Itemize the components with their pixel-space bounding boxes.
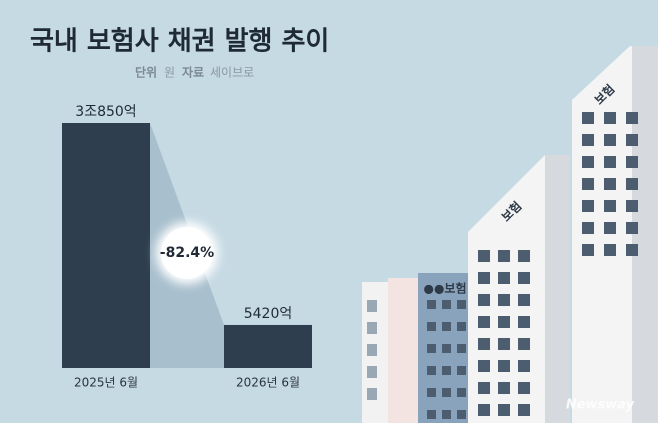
window [367, 366, 377, 378]
window [478, 316, 490, 328]
window [457, 300, 466, 309]
window [442, 410, 451, 419]
window [604, 200, 616, 212]
change-badge [161, 227, 213, 279]
window [478, 382, 490, 394]
window [518, 272, 530, 284]
window [442, 366, 451, 375]
window [427, 300, 436, 309]
building [388, 278, 423, 423]
window [442, 388, 451, 397]
chart-title: 국내 보험사 채권 발행 추이 [30, 27, 329, 57]
window [427, 410, 436, 419]
window [582, 112, 594, 124]
window [518, 382, 530, 394]
window [626, 200, 638, 212]
window [604, 134, 616, 146]
window [442, 322, 451, 331]
window [604, 222, 616, 234]
x-tick-label: 2025년 6월 [74, 376, 138, 390]
value-label: 5420억 [244, 306, 293, 322]
window [442, 344, 451, 353]
window [582, 222, 594, 234]
window [478, 250, 490, 262]
window [367, 322, 377, 334]
window [626, 134, 638, 146]
window [442, 300, 451, 309]
source-label: 자료 [182, 65, 204, 80]
value-label: 3조850억 [75, 104, 136, 120]
window [498, 338, 510, 350]
x-tick-label: 2026년 6월 [236, 376, 300, 390]
window [478, 360, 490, 372]
unit: 원 [164, 66, 175, 80]
window [367, 300, 377, 312]
window [518, 294, 530, 306]
watermark: Newsway [566, 398, 635, 413]
window [582, 244, 594, 256]
window [626, 112, 638, 124]
window [518, 360, 530, 372]
window [457, 344, 466, 353]
window [427, 344, 436, 353]
window [478, 404, 490, 416]
window [604, 156, 616, 168]
window [498, 272, 510, 284]
window [518, 250, 530, 262]
window [518, 316, 530, 328]
window [427, 366, 436, 375]
window [518, 338, 530, 350]
window [626, 178, 638, 190]
window [457, 322, 466, 331]
building-side [545, 155, 570, 423]
window [604, 244, 616, 256]
building-side [632, 46, 658, 423]
bar [224, 324, 312, 368]
window [604, 112, 616, 124]
building [468, 155, 570, 423]
window [367, 344, 377, 356]
window [478, 294, 490, 306]
window [582, 178, 594, 190]
window [518, 404, 530, 416]
window [626, 156, 638, 168]
window [478, 272, 490, 284]
window [498, 316, 510, 328]
window [498, 250, 510, 262]
window [582, 200, 594, 212]
window [457, 410, 466, 419]
window [498, 360, 510, 372]
window [427, 388, 436, 397]
window [367, 388, 377, 400]
window [582, 156, 594, 168]
window [457, 388, 466, 397]
window [498, 382, 510, 394]
change-label: -82.4% [160, 245, 214, 261]
window [604, 178, 616, 190]
window [582, 134, 594, 146]
window [498, 294, 510, 306]
unit-label: 단위 [135, 65, 157, 80]
building-sign: ●●보험 [423, 281, 466, 296]
window [478, 338, 490, 350]
buildings [362, 46, 658, 423]
window [626, 222, 638, 234]
bar [62, 123, 150, 368]
source: 세이브로 [210, 66, 254, 80]
window [427, 322, 436, 331]
window [457, 366, 466, 375]
window [498, 404, 510, 416]
window [626, 244, 638, 256]
